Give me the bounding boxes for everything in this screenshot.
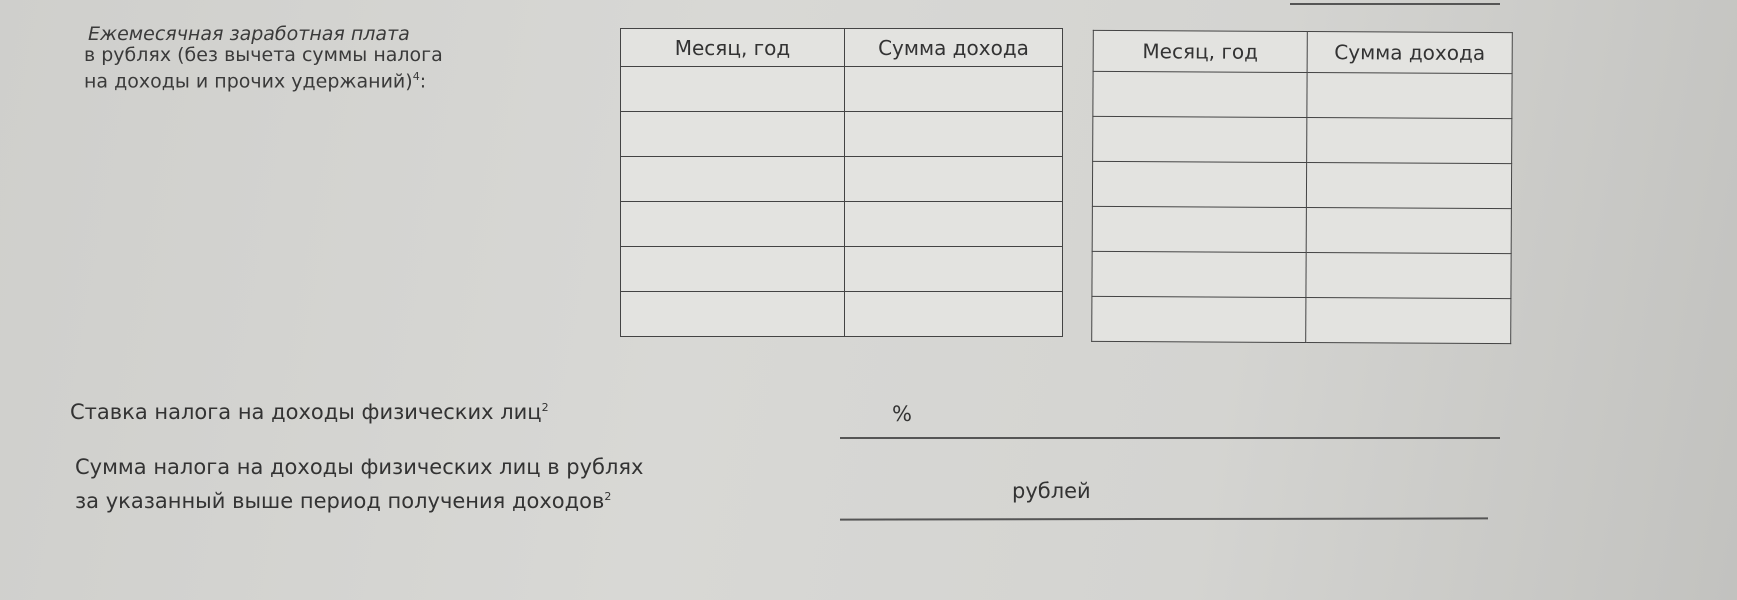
tax-sum-field[interactable]	[840, 480, 1488, 516]
tax-rate-underline	[840, 437, 1500, 439]
month-cell[interactable]	[1092, 206, 1307, 253]
table-row	[620, 291, 1063, 337]
sum-cell[interactable]	[844, 201, 1063, 247]
salary-label-line: Ежемесячная заработная плата	[88, 23, 410, 45]
table-row	[1091, 251, 1512, 299]
salary-label-cont: в рублях (без вычета суммы налога на дох…	[84, 45, 443, 92]
month-cell[interactable]	[1091, 251, 1307, 298]
tax-rate-label-text: Ставка налога на доходы физических лиц	[70, 400, 542, 424]
month-cell[interactable]	[620, 246, 845, 292]
salary-label-line: на доходы и прочих удержаний)	[84, 70, 413, 93]
month-cell[interactable]	[1092, 71, 1308, 118]
sum-cell[interactable]	[1306, 72, 1513, 119]
table-row	[620, 201, 1063, 247]
footnote-mark: 2	[604, 490, 612, 503]
table-row	[1092, 206, 1512, 254]
salary-label: Ежемесячная заработная плата	[88, 24, 410, 45]
income-table-left: Месяц, год Сумма дохода	[620, 28, 1063, 337]
month-cell[interactable]	[620, 201, 845, 247]
month-cell[interactable]	[620, 156, 845, 202]
table-row	[620, 246, 1063, 292]
footnote-mark: 2	[541, 401, 549, 414]
sum-cell[interactable]	[1305, 252, 1512, 299]
salary-label-colon: :	[419, 70, 427, 93]
sum-cell[interactable]	[1306, 162, 1512, 209]
tax-rate-field[interactable]	[840, 400, 1500, 436]
header-income-sum: Сумма дохода	[844, 28, 1063, 67]
table-row	[620, 111, 1063, 157]
tax-sum-underline	[839, 517, 1489, 521]
footnote-mark: 4	[412, 70, 420, 83]
table-row	[1092, 71, 1513, 119]
income-table-right: Месяц, год Сумма дохода	[1091, 29, 1513, 345]
sum-cell[interactable]	[844, 291, 1063, 337]
sum-cell[interactable]	[844, 111, 1063, 157]
table-row	[1092, 116, 1512, 164]
tax-sum-label-line: за указанный выше период получения доход…	[75, 489, 605, 513]
header-month-year: Месяц, год	[1093, 30, 1308, 73]
sum-cell[interactable]	[1306, 207, 1512, 254]
table-row	[620, 66, 1063, 112]
rubles-unit: рублей	[1012, 479, 1091, 503]
top-rule	[1290, 3, 1500, 5]
table-row	[1091, 296, 1511, 344]
tax-sum-label: Сумма налога на доходы физических лиц в …	[75, 452, 643, 516]
month-cell[interactable]	[620, 291, 845, 337]
month-cell[interactable]	[1092, 161, 1307, 208]
sum-cell[interactable]	[844, 156, 1063, 202]
sum-cell[interactable]	[844, 246, 1063, 292]
month-cell[interactable]	[1092, 116, 1307, 163]
sum-cell[interactable]	[1306, 117, 1512, 164]
sum-cell[interactable]	[1305, 297, 1511, 344]
month-cell[interactable]	[620, 111, 845, 157]
month-cell[interactable]	[620, 66, 845, 112]
month-cell[interactable]	[1091, 296, 1306, 343]
tax-rate-label: Ставка налога на доходы физических лиц2	[70, 393, 549, 427]
percent-unit: %	[892, 402, 912, 426]
header-month-year: Месяц, год	[620, 28, 845, 67]
table-row	[1092, 161, 1512, 209]
tax-sum-label-line: Сумма налога на доходы физических лиц в …	[75, 455, 644, 479]
salary-label-line: в рублях (без вычета суммы налога	[84, 44, 443, 66]
sum-cell[interactable]	[844, 66, 1063, 112]
header-income-sum: Сумма дохода	[1307, 31, 1513, 74]
table-row	[620, 156, 1063, 202]
